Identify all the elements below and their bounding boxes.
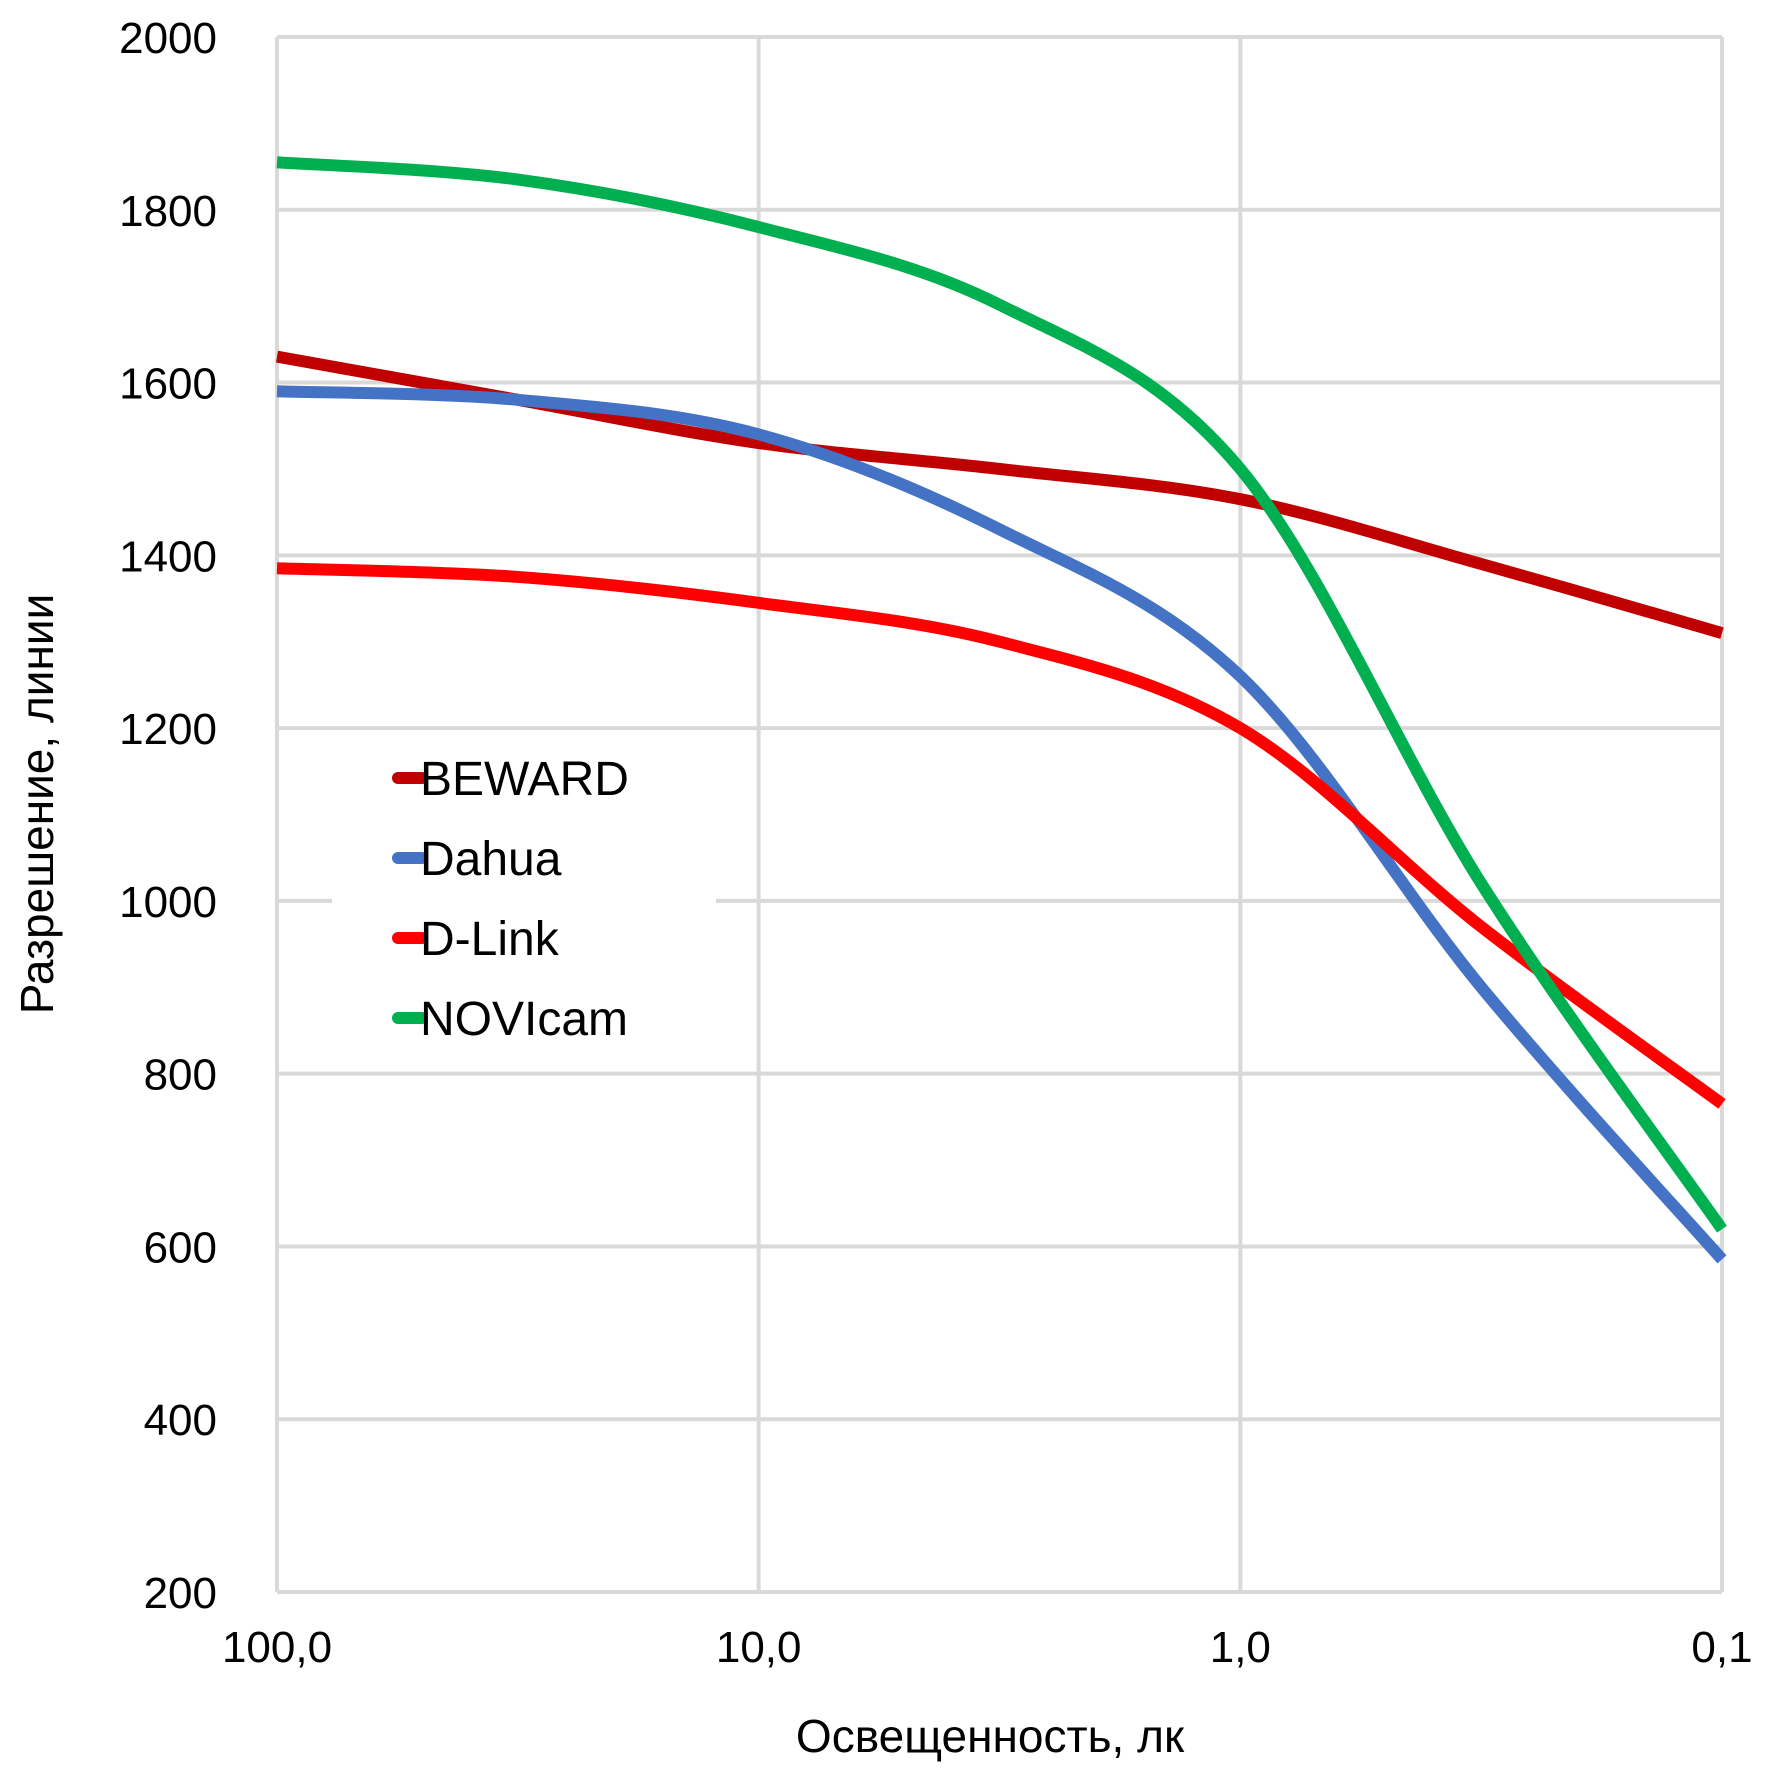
y-tick-label: 200 [144, 1569, 217, 1618]
x-tick-label: 1,0 [1210, 1623, 1271, 1672]
y-tick-label: 1600 [119, 360, 217, 409]
y-tick-label: 400 [144, 1396, 217, 1445]
y-tick-label: 1000 [119, 878, 217, 927]
y-tick-label: 1400 [119, 532, 217, 581]
y-tick-label: 600 [144, 1223, 217, 1272]
x-tick-label: 0,1 [1691, 1623, 1752, 1672]
series-line-novicam [276, 156, 1727, 1233]
legend-label-d-link: D-Link [420, 913, 560, 966]
series-line-dahua [276, 385, 1727, 1264]
legend-label-dahua: Dahua [420, 833, 562, 886]
legend-label-novicam: NOVIcam [420, 993, 628, 1046]
y-axis-title: Разрешение, линии [11, 594, 63, 1015]
x-tick-label: 10,0 [716, 1623, 802, 1672]
grid [275, 35, 1724, 1594]
legend: BEWARD Dahua D-Link NOVIcam [392, 753, 629, 1046]
series-line-d-link [276, 562, 1726, 1109]
series-lines [275, 156, 1727, 1264]
y-tick-label: 2000 [119, 14, 217, 63]
legend-label-beward: BEWARD [420, 753, 629, 806]
y-tick-label: 800 [144, 1051, 217, 1100]
tick-labels: 200 400 600 800 1000 1200 1400 1600 1800 2000 100,… [119, 14, 1752, 1672]
x-axis-title: Освещенность, лк [796, 1710, 1185, 1762]
x-tick-label: 100,0 [222, 1623, 332, 1672]
y-tick-label: 1200 [119, 705, 217, 754]
y-tick-label: 1800 [119, 187, 217, 236]
